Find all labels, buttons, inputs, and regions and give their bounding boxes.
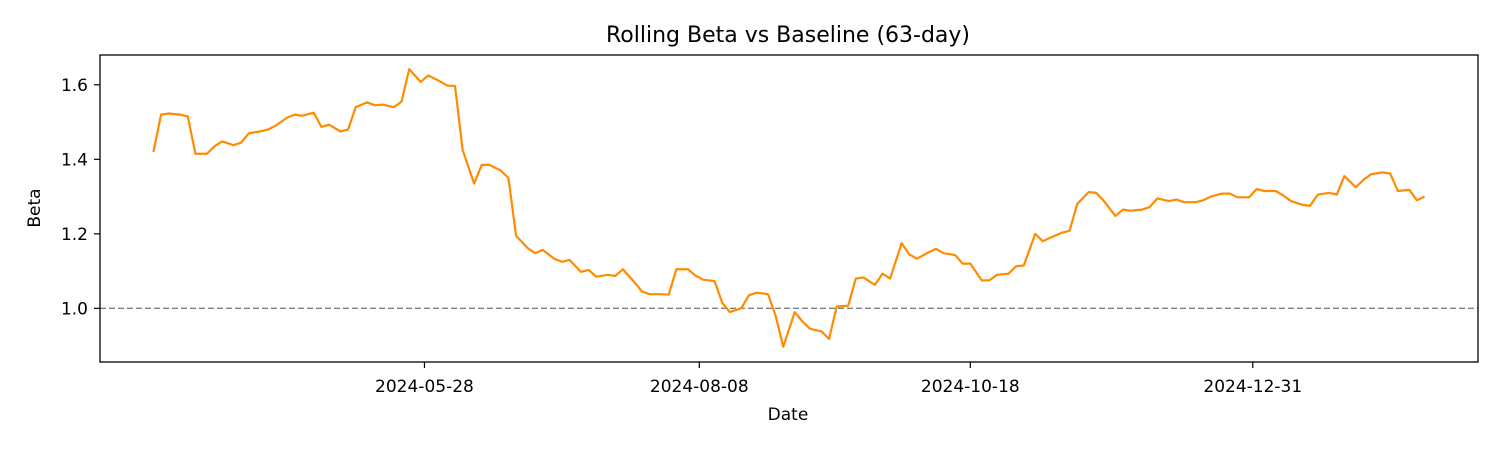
chart-title: Rolling Beta vs Baseline (63-day) (606, 23, 970, 48)
x-tick-label: 2024-12-31 (1203, 377, 1302, 397)
y-tick-label: 1.4 (61, 150, 88, 170)
plot-frame (99, 54, 1479, 363)
series-line-0 (152, 68, 1426, 348)
y-tick-label: 1.0 (61, 299, 88, 319)
x-tick-label: 2024-08-08 (650, 377, 749, 397)
x-axis-label: Date (768, 405, 809, 425)
x-tick-label: 2024-05-28 (375, 377, 474, 397)
y-tick-label: 1.2 (61, 225, 88, 245)
x-tick-label: 2024-10-18 (921, 377, 1020, 397)
y-axis-label: Beta (25, 188, 45, 227)
y-tick-label: 1.6 (61, 76, 88, 96)
